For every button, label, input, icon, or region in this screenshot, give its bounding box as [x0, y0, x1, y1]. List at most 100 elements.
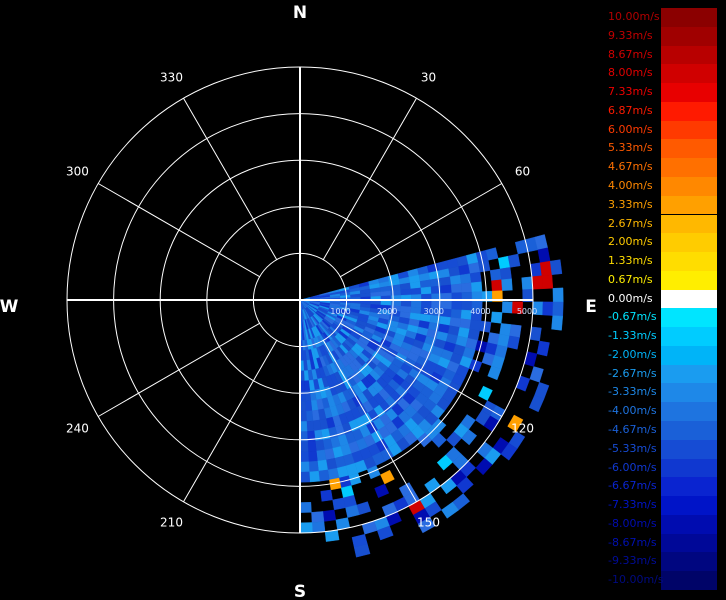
velocity-sector: [299, 234, 564, 558]
velocity-cell: [450, 309, 462, 319]
velocity-cell: [317, 459, 328, 472]
azimuth-spoke: [322, 340, 417, 503]
velocity-cell: [551, 315, 564, 331]
azimuth-spoke: [183, 97, 278, 260]
velocity-cell: [529, 366, 544, 383]
legend-swatch: [661, 364, 717, 384]
velocity-cell: [539, 260, 553, 276]
legend-entry: -4.67m/s: [605, 421, 717, 440]
velocity-cell: [309, 470, 320, 483]
legend-swatch: [661, 83, 717, 102]
range-label: 1000: [330, 307, 350, 316]
velocity-cell: [304, 380, 311, 392]
velocity-cell: [299, 441, 309, 453]
velocity-cell: [366, 465, 381, 480]
legend-entry: 0.00m/s: [605, 289, 717, 309]
velocity-cell: [315, 439, 325, 452]
legend-label: -2.67m/s: [608, 366, 657, 380]
legend-swatch: [661, 270, 717, 290]
velocity-cell: [521, 276, 533, 290]
legend-label: -1.33m/s: [608, 329, 657, 343]
legend-entry: 8.00m/s: [605, 64, 717, 84]
velocity-cell: [299, 522, 313, 534]
polar-plot: 1000 2000 3000 4000 5000 30 60 120 150 210 240 300…: [0, 3, 597, 600]
legend-label: -8.67m/s: [608, 535, 657, 549]
azimuth-label: 150: [417, 516, 440, 530]
velocity-cell: [439, 276, 452, 287]
velocity-cell: [316, 449, 327, 462]
legend-swatch: [661, 26, 717, 46]
velocity-cell: [374, 483, 390, 498]
velocity-cell: [468, 262, 481, 274]
velocity-cell: [458, 264, 471, 276]
azimuth-spoke: [340, 322, 503, 417]
velocity-cell: [370, 291, 382, 297]
legend-label: -5.33m/s: [608, 441, 657, 455]
velocity-cell: [501, 278, 513, 291]
velocity-cell: [468, 359, 483, 373]
legend-label: 5.33m/s: [608, 141, 653, 155]
legend-swatch: [661, 101, 717, 121]
velocity-cell: [305, 410, 314, 422]
velocity-cell: [420, 286, 432, 295]
velocity-cell: [400, 288, 412, 296]
azimuth-label: 330: [160, 70, 183, 84]
azimuth-spokes: [67, 67, 533, 533]
velocity-cell: [531, 275, 543, 290]
azimuth-spoke: [97, 322, 260, 417]
velocity-cell: [311, 511, 325, 523]
azimuth-label: 30: [421, 70, 436, 84]
azimuth-spoke: [183, 340, 278, 503]
legend-swatch: [661, 345, 717, 365]
legend-label: 1.33m/s: [608, 254, 653, 268]
legend-swatch: [661, 158, 717, 177]
legend-entry: 7.33m/s: [605, 83, 717, 102]
velocity-color-legend: 10.00m/s 9.33m/s 8.67m/s 8.00m/s 7.33m/s 6.87…: [605, 8, 717, 590]
azimuth-label: 240: [66, 422, 89, 436]
legend-entry: 1.33m/s: [605, 252, 717, 271]
velocity-cell: [461, 429, 478, 446]
legend-entry: -4.00m/s: [605, 402, 717, 421]
legend-entry: 6.00m/s: [605, 120, 717, 140]
velocity-cell: [501, 301, 513, 314]
legend-swatch: [661, 383, 717, 403]
legend-swatch: [661, 289, 717, 309]
velocity-cell: [410, 300, 422, 308]
azimuth-label: 300: [66, 165, 89, 179]
legend-swatch: [661, 477, 717, 497]
legend-swatch: [661, 308, 717, 328]
velocity-cell: [485, 247, 499, 261]
velocity-cell: [312, 419, 322, 432]
velocity-cell: [299, 421, 308, 432]
legend-swatch: [661, 496, 717, 515]
legend-swatch: [661, 421, 717, 440]
legend-swatch: [661, 458, 717, 478]
legend-label: 10.00m/s: [608, 10, 660, 23]
velocity-cell: [325, 458, 338, 471]
velocity-cell: [471, 281, 483, 293]
velocity-cell: [320, 489, 333, 502]
legend-label: 0.67m/s: [608, 272, 653, 286]
legend-label: 3.33m/s: [608, 197, 653, 211]
legend-label: 2.67m/s: [608, 216, 653, 230]
legend-label: 7.33m/s: [608, 85, 653, 99]
legend-swatch: [661, 64, 717, 84]
velocity-cell: [490, 311, 503, 324]
legend-swatch: [661, 252, 717, 271]
velocity-cell: [450, 283, 463, 294]
legend-label: 2.00m/s: [608, 235, 653, 249]
velocity-cell: [537, 247, 551, 263]
velocity-cell: [469, 319, 482, 331]
velocity-cell: [299, 461, 310, 473]
legend-entry: 2.00m/s: [605, 233, 717, 253]
legend-entry: 9.33m/s: [605, 26, 717, 46]
legend-entry: -7.33m/s: [605, 496, 717, 515]
velocity-cell: [376, 525, 394, 541]
legend-swatch: [661, 402, 717, 421]
legend-entry: -8.67m/s: [605, 533, 717, 553]
legend-swatch: [661, 8, 717, 27]
velocity-cell: [436, 454, 453, 471]
velocity-cell: [478, 385, 493, 401]
legend-swatch: [661, 45, 717, 65]
legend-entry: -10.00m/s: [605, 571, 717, 590]
